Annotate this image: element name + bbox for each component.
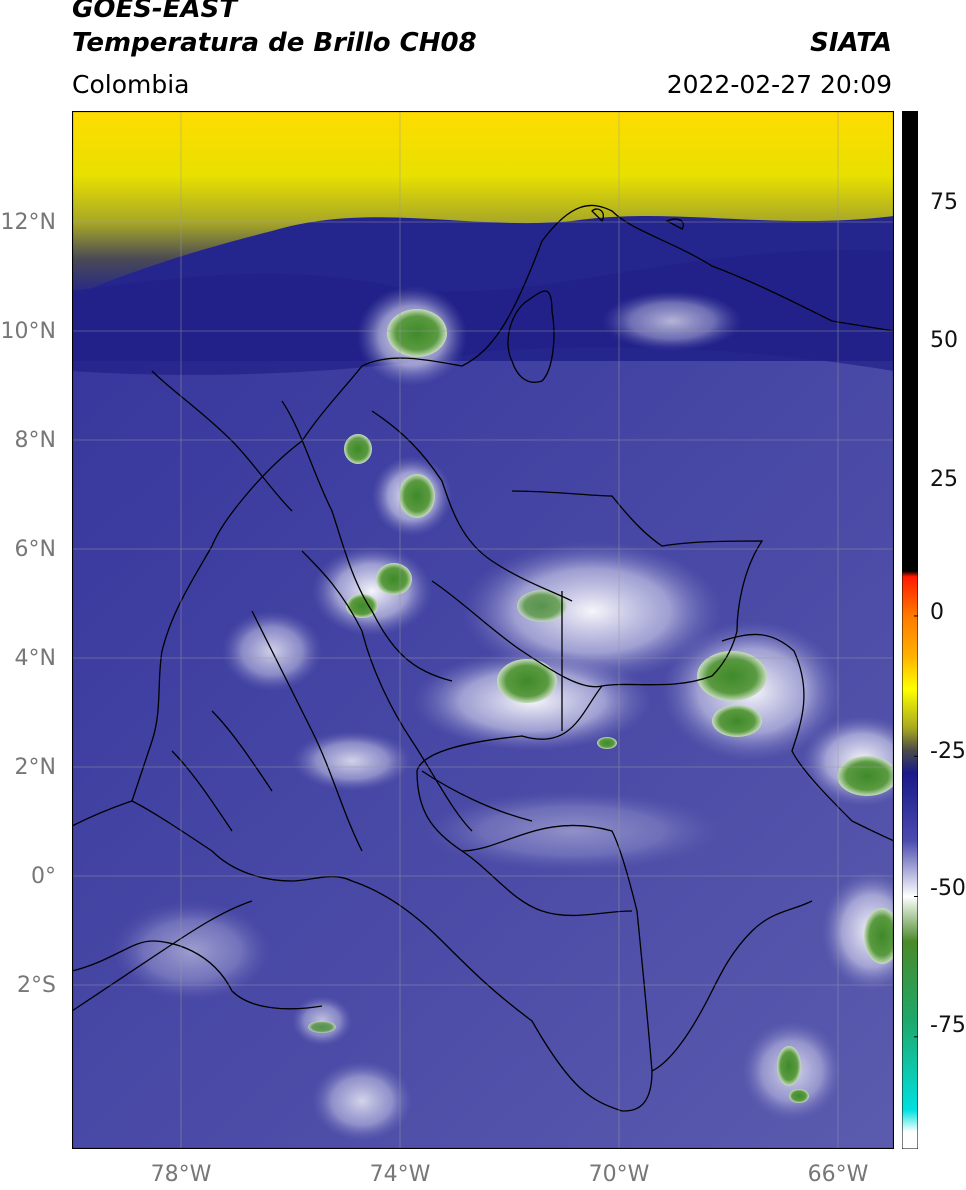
lon-label: 74°W bbox=[369, 1162, 431, 1187]
internal-border bbox=[461, 850, 633, 917]
brightness-temperature-map bbox=[72, 111, 894, 1149]
lat-label: 0° bbox=[31, 864, 56, 889]
internal-border bbox=[431, 580, 603, 688]
colombia-border bbox=[72, 800, 623, 1112]
cold-cloud-top bbox=[712, 705, 762, 737]
lat-label: 6°N bbox=[14, 537, 56, 562]
cloud-area bbox=[422, 791, 722, 871]
island bbox=[591, 208, 604, 223]
title-line-1: GOES-EAST bbox=[72, 0, 238, 24]
region-label: Colombia bbox=[72, 70, 190, 99]
lon-label: 70°W bbox=[588, 1162, 650, 1187]
gulf-coast bbox=[721, 633, 894, 842]
cold-cloud-top bbox=[517, 590, 567, 622]
source-label: SIATA bbox=[810, 28, 892, 58]
cold-cloud-top bbox=[497, 659, 557, 703]
colorbar-tick-label: -75 bbox=[930, 1013, 966, 1038]
lake-maracaibo bbox=[507, 290, 555, 383]
internal-border bbox=[151, 370, 293, 512]
cold-cloud-top bbox=[308, 1021, 336, 1033]
cloud-area bbox=[462, 541, 722, 681]
colorbar-tick-label: 0 bbox=[930, 600, 944, 625]
colombia-border bbox=[211, 204, 894, 547]
colorbar-gradient bbox=[902, 111, 918, 1149]
colorbar-tick-label: 75 bbox=[930, 190, 958, 215]
colombia-border bbox=[511, 490, 764, 687]
colombia-border bbox=[131, 545, 213, 802]
internal-border bbox=[251, 610, 363, 852]
cold-cloud-top bbox=[387, 309, 447, 357]
lon-label: 78°W bbox=[150, 1162, 212, 1187]
cold-cloud-top bbox=[864, 908, 894, 964]
cold-cloud-top bbox=[346, 594, 378, 618]
cold-cloud-top bbox=[399, 474, 435, 518]
cloud-area bbox=[602, 291, 742, 351]
warm-dry-band bbox=[72, 111, 894, 296]
peru-border bbox=[72, 940, 323, 1010]
cloud-area bbox=[312, 546, 432, 636]
cold-cloud-top bbox=[777, 1046, 801, 1086]
lat-label: 10°N bbox=[0, 319, 56, 344]
graticule bbox=[72, 111, 894, 1149]
internal-border bbox=[211, 710, 273, 792]
colorbar-tick-label: 50 bbox=[930, 328, 958, 353]
cold-cloud-top bbox=[597, 737, 617, 749]
lat-label: 8°N bbox=[14, 428, 56, 453]
lat-label: 4°N bbox=[14, 646, 56, 671]
internal-border bbox=[301, 550, 473, 832]
cloud-area bbox=[312, 1061, 412, 1141]
cold-cloud-top bbox=[697, 651, 767, 701]
datetime-label: 2022-02-27 20:09 bbox=[666, 70, 892, 99]
brazil-border bbox=[651, 900, 813, 1072]
cloud-area bbox=[292, 731, 412, 791]
lat-label: 2°S bbox=[17, 973, 56, 998]
internal-border bbox=[281, 400, 453, 682]
internal-border bbox=[421, 770, 533, 822]
colombia-border bbox=[416, 685, 653, 1112]
ecuador-coast bbox=[72, 900, 253, 1012]
lat-label: 2°N bbox=[14, 755, 56, 780]
internal-border bbox=[171, 750, 233, 832]
island bbox=[665, 218, 684, 230]
cold-cloud-top bbox=[789, 1089, 809, 1103]
colorbar-tick-label: -25 bbox=[930, 739, 966, 764]
title-line-2: Temperatura de Brillo CH08 bbox=[72, 28, 477, 58]
colorbar-tick-label: 25 bbox=[930, 467, 958, 492]
lon-label: 66°W bbox=[807, 1162, 869, 1187]
cold-cloud-top bbox=[376, 563, 412, 595]
cold-cloud-top bbox=[837, 756, 894, 796]
colorbar bbox=[902, 111, 918, 1149]
colorbar-tick-label: -50 bbox=[930, 876, 966, 901]
cold-cloud-top bbox=[344, 434, 372, 464]
lat-label: 12°N bbox=[0, 210, 56, 235]
map-frame bbox=[72, 111, 894, 1149]
